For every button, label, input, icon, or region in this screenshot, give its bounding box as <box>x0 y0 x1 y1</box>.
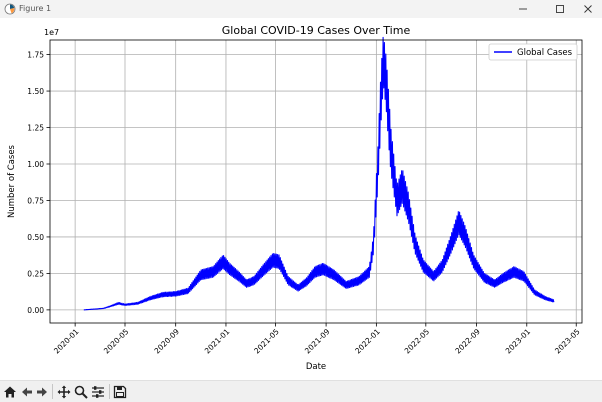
home-button[interactable] <box>2 384 18 400</box>
forward-arrow-icon <box>37 387 47 397</box>
chart-title: Global COVID-19 Cases Over Time <box>222 24 411 37</box>
y-tick-label: 1.50 <box>27 87 44 96</box>
x-tick-label: 2020-05 <box>102 327 131 356</box>
home-icon <box>4 386 16 398</box>
x-axis-label: Date <box>306 362 326 372</box>
x-tick-label: 2022-01 <box>353 327 382 356</box>
toolbar-separator <box>52 384 53 399</box>
y-tick-label: 1.00 <box>27 160 44 169</box>
legend-label-global-cases: Global Cases <box>517 48 573 58</box>
configure-subplots-icon <box>92 386 104 398</box>
zoom-button[interactable] <box>73 384 89 400</box>
x-axis-ticks: 2020-01 2020-05 2020-09 2021-01 2021-05 2021-… <box>52 323 582 356</box>
navigation-toolbar <box>0 380 602 402</box>
y-tick-label: 0.75 <box>27 196 44 205</box>
figure-canvas[interactable]: 2020-01 2020-05 2020-09 2021-01 2021-05 2021-… <box>0 18 602 380</box>
x-tick-label: 2022-05 <box>403 327 432 356</box>
window-titlebar: Figure 1 <box>0 0 602 19</box>
x-tick-label: 2023-05 <box>553 327 582 356</box>
x-tick-label: 2021-05 <box>252 327 281 356</box>
pan-icon <box>57 385 71 399</box>
close-icon <box>584 5 592 13</box>
zoom-icon <box>74 385 88 399</box>
back-button[interactable] <box>19 384 35 400</box>
x-tick-label: 2020-09 <box>153 327 182 356</box>
y-tick-label: 0.00 <box>27 306 44 315</box>
legend-box <box>488 43 578 61</box>
x-tick-label: 2021-09 <box>303 327 332 356</box>
save-icon <box>113 385 127 399</box>
y-axis-ticks: 0.00 0.25 0.50 0.75 1.00 1.25 1.50 1.75 <box>27 51 50 315</box>
y-axis-label: Number of Cases <box>7 144 17 218</box>
x-tick-label: 2021-01 <box>203 327 232 356</box>
save-button[interactable] <box>112 384 128 400</box>
pan-button[interactable] <box>56 384 72 400</box>
x-tick-label: 2023-01 <box>504 327 533 356</box>
y-axis-offset-label: 1e7 <box>44 28 59 37</box>
legend: Global Cases <box>488 43 578 61</box>
maximize-button[interactable] <box>546 0 574 18</box>
matplotlib-app-icon <box>4 3 16 15</box>
window-title: Figure 1 <box>19 4 52 13</box>
y-tick-label: 0.50 <box>27 233 44 242</box>
configure-subplots-button[interactable] <box>90 384 106 400</box>
toolbar-separator <box>109 384 110 399</box>
minimize-button[interactable] <box>509 0 537 18</box>
back-arrow-icon <box>22 387 32 397</box>
x-tick-label: 2022-09 <box>453 327 482 356</box>
y-tick-label: 0.25 <box>27 269 44 278</box>
series-line-global-cases <box>83 36 555 311</box>
y-tick-label: 1.25 <box>27 124 44 133</box>
forward-button[interactable] <box>34 384 50 400</box>
close-button[interactable] <box>574 0 602 18</box>
minimize-icon <box>519 8 527 10</box>
y-tick-label: 1.75 <box>27 51 44 60</box>
line-chart: 2020-01 2020-05 2020-09 2021-01 2021-05 2021-… <box>7 24 583 372</box>
x-tick-label: 2020-01 <box>52 327 81 356</box>
maximize-icon <box>556 5 564 13</box>
axes-frame <box>49 39 583 324</box>
